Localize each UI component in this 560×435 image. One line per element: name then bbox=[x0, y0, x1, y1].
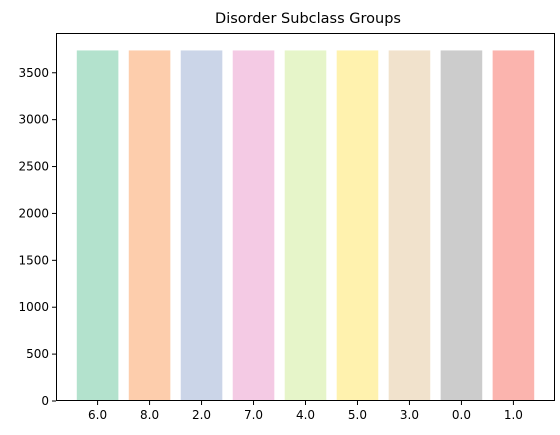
y-tick-label: 1000 bbox=[18, 300, 49, 314]
x-tick-label: 8.0 bbox=[140, 408, 159, 422]
y-tick-label: 0 bbox=[41, 394, 49, 408]
bar-3.0 bbox=[388, 50, 431, 401]
bar-7.0 bbox=[232, 50, 275, 401]
bar-8.0 bbox=[128, 50, 171, 401]
y-tick-label: 3000 bbox=[18, 113, 49, 127]
bar-4.0 bbox=[284, 50, 327, 401]
bar-2.0 bbox=[180, 50, 223, 401]
x-tick-label: 0.0 bbox=[452, 408, 471, 422]
x-axis: 6.0 8.0 2.0 7.0 4.0 5.0 3.0 0.0 1.0 bbox=[88, 401, 523, 422]
bar-1.0 bbox=[492, 50, 535, 401]
x-tick-label: 6.0 bbox=[88, 408, 107, 422]
plot-frame bbox=[56, 33, 555, 401]
bar-0.0 bbox=[440, 50, 483, 401]
x-tick-label: 4.0 bbox=[296, 408, 315, 422]
bar-6.0 bbox=[76, 50, 119, 401]
y-tick-label: 2500 bbox=[18, 160, 49, 174]
x-tick-label: 7.0 bbox=[244, 408, 263, 422]
y-tick-label: 3500 bbox=[18, 66, 49, 80]
y-tick-label: 1500 bbox=[18, 253, 49, 267]
chart-title: Disorder Subclass Groups bbox=[215, 11, 401, 27]
y-tick-label: 2000 bbox=[18, 206, 49, 220]
bars-group bbox=[76, 50, 535, 401]
x-tick-label: 5.0 bbox=[348, 408, 367, 422]
x-tick-label: 1.0 bbox=[504, 408, 523, 422]
y-axis: 0 500 1000 1500 2000 2500 3000 3500 bbox=[18, 66, 56, 408]
y-tick-label: 500 bbox=[26, 347, 49, 361]
x-tick-label: 3.0 bbox=[400, 408, 419, 422]
x-tick-label: 2.0 bbox=[192, 408, 211, 422]
bar-5.0 bbox=[336, 50, 379, 401]
